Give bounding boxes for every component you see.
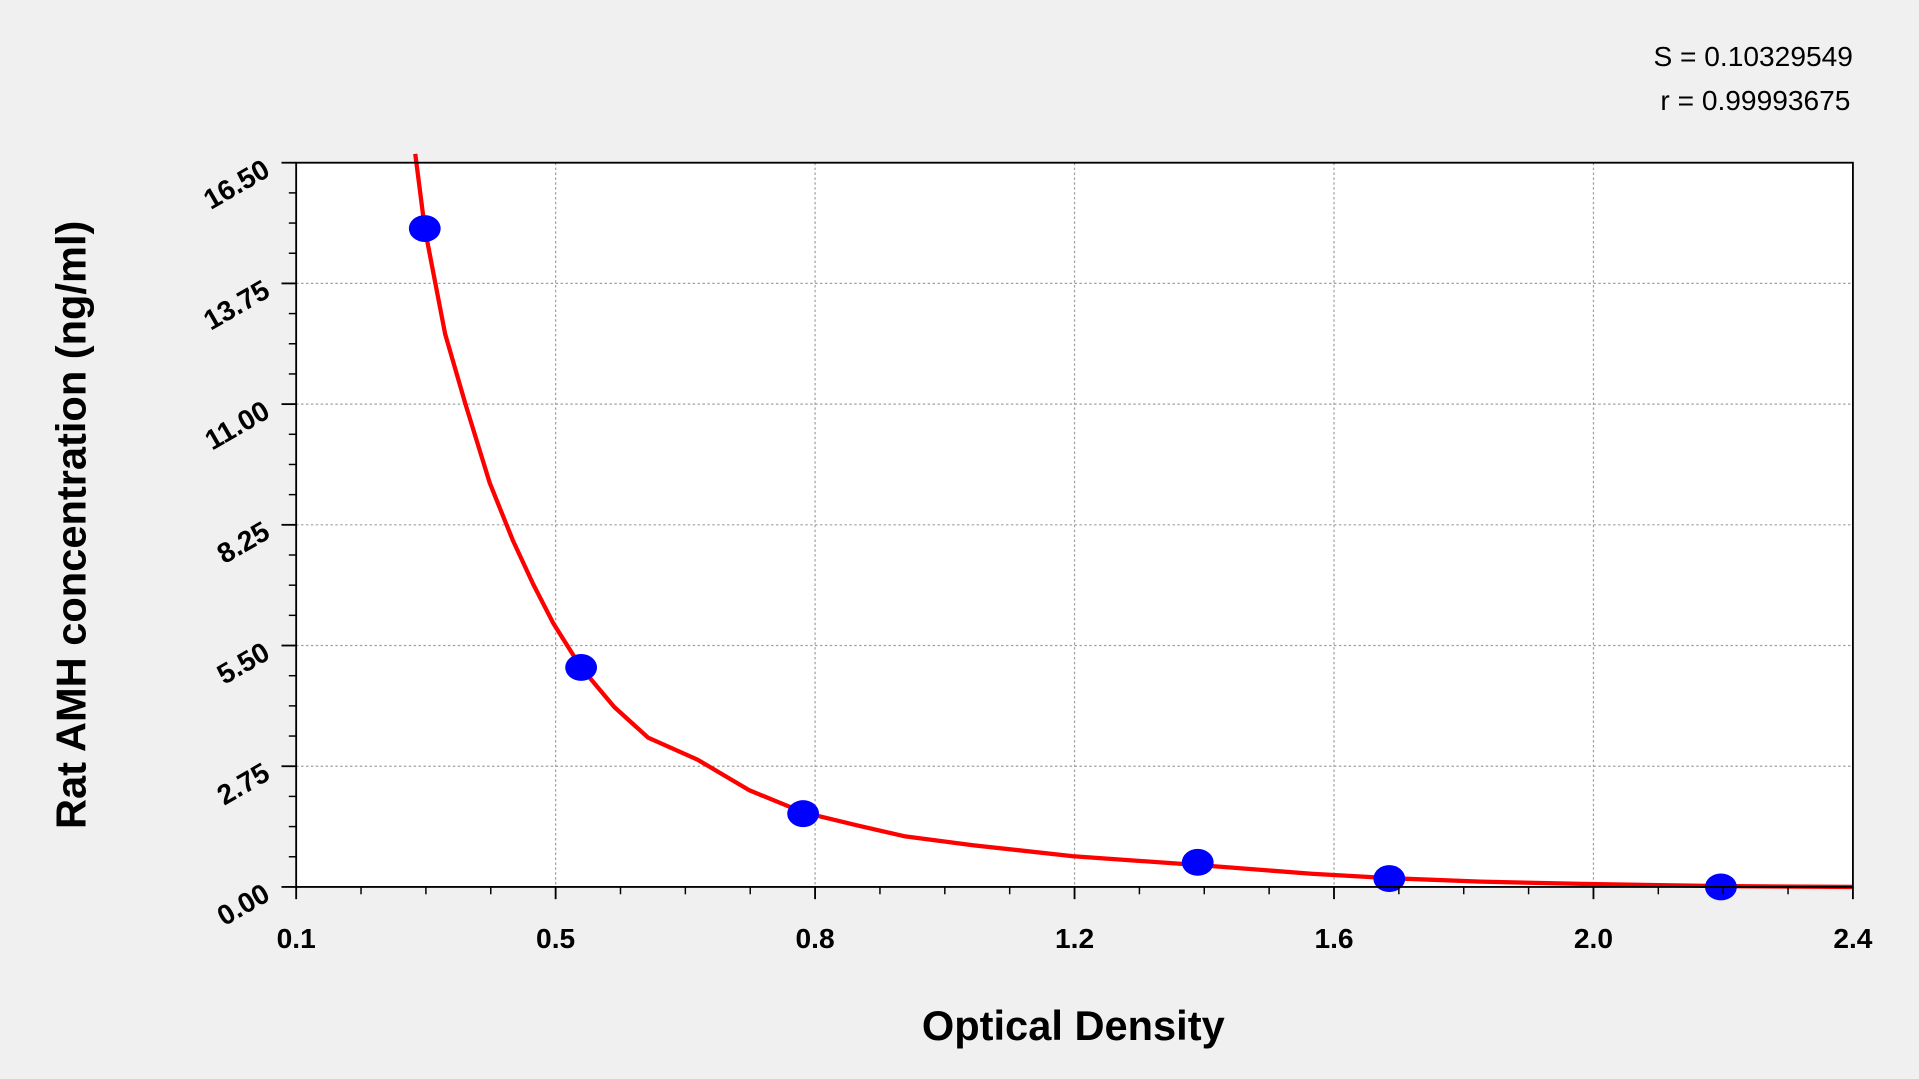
- data-point: [408, 215, 441, 243]
- y-tick-label: 2.75: [212, 757, 275, 811]
- y-tick-label: 0.00: [212, 878, 275, 932]
- x-tick-label: 1.6: [1314, 923, 1353, 954]
- x-tick-label: 2.0: [1574, 923, 1613, 954]
- x-axis-label: Optical Density: [922, 1002, 1225, 1049]
- y-axis-label: Rat AMH concentration (ng/ml): [48, 221, 95, 829]
- data-point: [787, 800, 820, 828]
- data-point: [565, 654, 598, 681]
- x-tick-label: 0.1: [277, 923, 316, 954]
- y-tick-label: 13.75: [198, 274, 274, 336]
- x-tick-label: 0.8: [796, 923, 835, 954]
- grid: [296, 162, 1853, 887]
- y-tick-label: 16.50: [198, 153, 274, 215]
- data-point: [1373, 865, 1406, 893]
- data-point: [1181, 848, 1214, 876]
- data-points: [408, 215, 1737, 901]
- y-tick-label: 5.50: [212, 636, 275, 690]
- x-tick-label: 1.2: [1055, 923, 1094, 954]
- x-tick-label: 0.5: [536, 923, 575, 954]
- y-tick-label: 8.25: [212, 515, 275, 569]
- y-tick-label: 11.00: [200, 395, 275, 456]
- x-tick-label: 2.4: [1833, 923, 1872, 954]
- r-statistic: r = 0.99993675: [1660, 85, 1850, 116]
- s-statistic: S = 0.10329549: [1653, 41, 1852, 72]
